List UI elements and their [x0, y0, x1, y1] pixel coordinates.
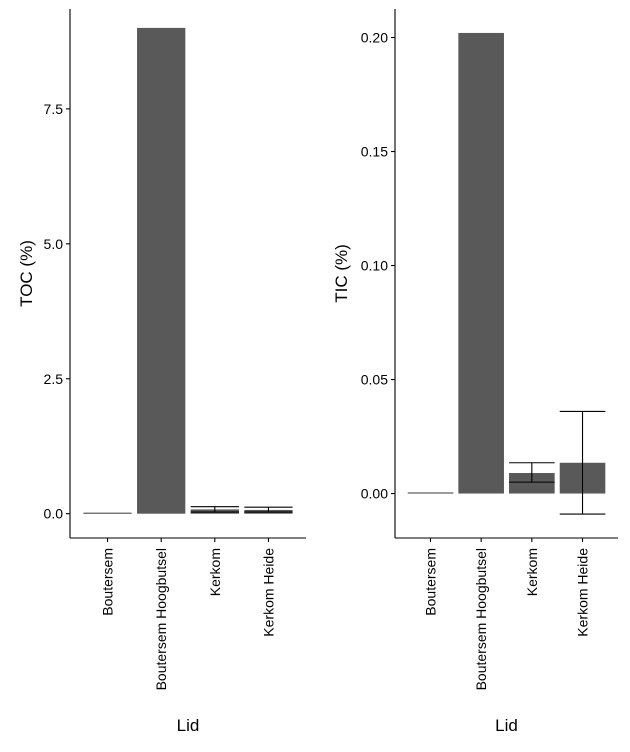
bar-1: [407, 492, 454, 494]
y-tick-label: 0.0: [44, 506, 64, 522]
y-axis-title: TOC (%): [17, 240, 36, 307]
x-axis-title: Lid: [495, 716, 518, 735]
bar-2: [137, 27, 186, 514]
y-tick-label: 2.5: [44, 371, 64, 387]
y-tick-label: 5.0: [44, 236, 64, 252]
error-bar-4: [559, 410, 606, 515]
x-tick-label: Kerkom Heide: [260, 548, 276, 637]
x-tick-label: Kerkom: [524, 548, 540, 596]
x-tick-label: Kerkom: [207, 548, 223, 596]
x-tick-label: Kerkom Heide: [575, 548, 591, 637]
bar-3: [509, 473, 555, 494]
x-tick-label: Boutersem Hoogbutsel: [153, 548, 169, 690]
y-tick-label: 0.00: [361, 486, 388, 502]
x-tick-label: Boutersem Hoogbutsel: [473, 548, 489, 690]
chart-panel-1: 0.0 2.5 5.0 7.5 Boutersem Boutersem Hoogbutse…: [17, 9, 306, 735]
y-tick-label: 0.10: [361, 258, 388, 274]
bar-1: [83, 512, 132, 514]
y-tick-label: 7.5: [44, 101, 64, 117]
bar-2: [458, 32, 504, 494]
x-tick-label: Boutersem: [422, 548, 438, 616]
error-bar-4: [244, 506, 293, 513]
error-bar-3: [190, 506, 239, 513]
y-tick-label: 0.15: [361, 144, 388, 160]
error-bar-3: [509, 462, 555, 483]
x-axis-title: Lid: [177, 716, 200, 735]
x-tick-label: Boutersem: [100, 548, 116, 616]
y-axis-title: TIC (%): [332, 244, 351, 303]
y-tick-label: 0.05: [361, 372, 388, 388]
chart-panel-2: 0.00 0.05 0.10 0.15 0.20 Boutersem Boutersem H…: [332, 9, 618, 735]
y-tick-label: 0.20: [361, 30, 388, 46]
